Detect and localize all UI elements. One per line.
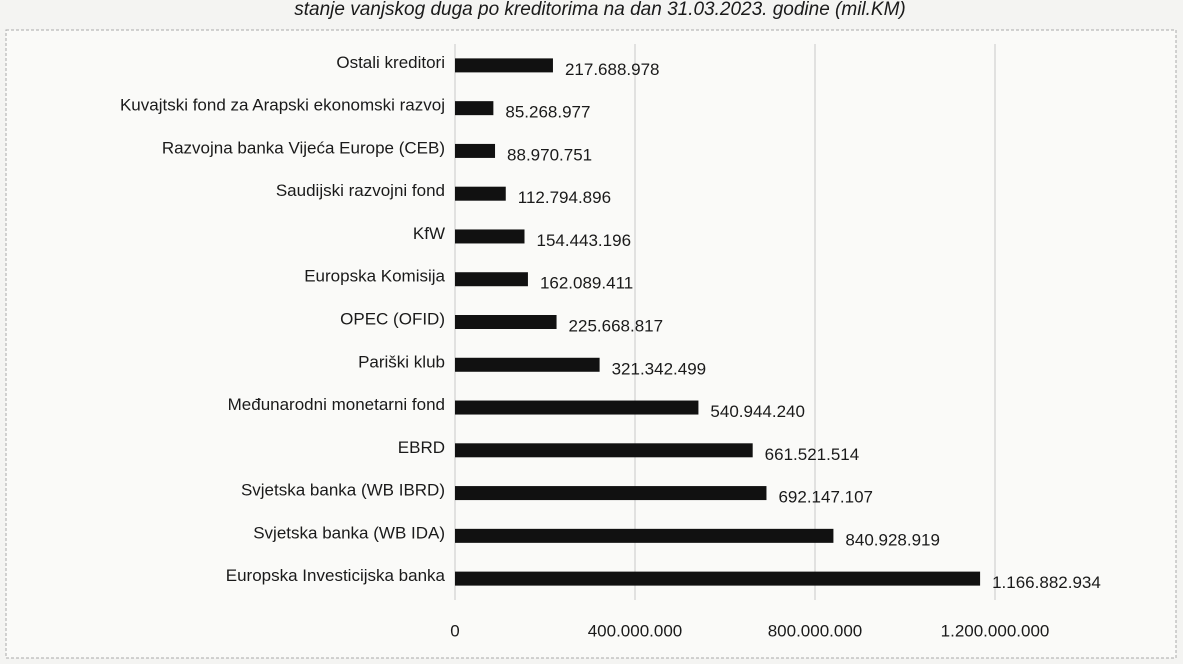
x-tick-label: 400.000.000 [588, 621, 683, 640]
bar [455, 272, 528, 287]
data-label: 112.794.896 [518, 188, 611, 207]
bar [455, 357, 600, 372]
data-label: 1.166.882.934 [992, 573, 1101, 592]
data-label: 225.668.817 [569, 316, 664, 335]
bar [455, 186, 506, 201]
y-tick-label: Svjetska banka (WB IBRD) [241, 481, 445, 500]
data-label: 840.928.919 [845, 530, 940, 549]
bar [455, 400, 699, 415]
y-tick-label: Razvojna banka Vijeća Europe (CEB) [162, 138, 445, 157]
data-label: 692.147.107 [778, 488, 873, 507]
y-tick-label: Ostali kreditori [336, 53, 445, 72]
bar [455, 443, 753, 458]
x-tick-label: 1.200.000.000 [941, 621, 1050, 640]
y-tick-label: Europska Investicijska banka [226, 566, 446, 585]
y-tick-label: Saudijski razvojni fond [276, 181, 445, 200]
bar [455, 528, 834, 543]
bar [455, 571, 981, 586]
bar [455, 486, 767, 501]
y-tick-label: EBRD [398, 438, 445, 457]
bar [455, 101, 494, 116]
bar [455, 229, 525, 244]
data-label: 162.089.411 [540, 274, 633, 293]
chart-frame [5, 29, 1177, 659]
y-tick-label: Kuvajtski fond za Arapski ekonomski razv… [120, 96, 445, 115]
x-tick-label: 0 [450, 621, 459, 640]
bar [455, 315, 557, 329]
y-tick-label: Svjetska banka (WB IDA) [253, 523, 445, 542]
data-label: 85.268.977 [505, 103, 590, 122]
data-label: 540.944.240 [710, 402, 805, 421]
y-tick-label: Pariški klub [358, 352, 445, 371]
bar [455, 58, 553, 73]
chart-title: stanje vanjskog duga po kreditorima na d… [294, 0, 906, 20]
bar [455, 143, 496, 158]
data-label: 321.342.499 [612, 359, 707, 378]
x-tick-label: 800.000.000 [768, 621, 863, 640]
data-label: 154.443.196 [536, 231, 631, 250]
data-label: 661.521.514 [765, 445, 860, 464]
y-tick-label: OPEC (OFID) [340, 309, 445, 328]
data-label: 88.970.751 [507, 145, 592, 164]
y-tick-label: KfW [413, 224, 445, 243]
y-tick-label: Europska Komisija [304, 267, 445, 286]
y-tick-label: Međunarodni monetarni fond [228, 395, 445, 414]
data-label: 217.688.978 [565, 60, 660, 79]
